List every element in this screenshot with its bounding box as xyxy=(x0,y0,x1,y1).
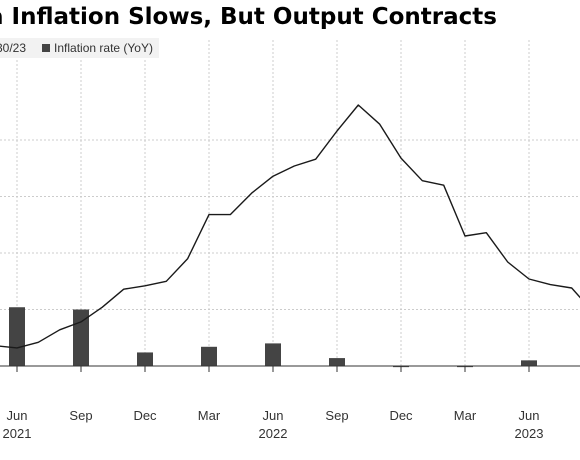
bar-series xyxy=(9,307,537,368)
x-tick-label: Dec xyxy=(389,408,413,423)
x-tick-label: Jun xyxy=(263,408,284,423)
bar xyxy=(9,307,25,366)
x-tick-label: Dec xyxy=(133,408,157,423)
legend-item-bar: Inflation rate (YoY) xyxy=(42,41,159,55)
bar xyxy=(265,343,281,366)
gridlines xyxy=(0,40,580,366)
x-tick-year: 2022 xyxy=(259,426,288,441)
x-tick-label: Jun xyxy=(7,408,28,423)
x-tick-label: Mar xyxy=(198,408,221,423)
bar xyxy=(137,352,153,366)
bar xyxy=(521,360,537,366)
legend-label: Inflation rate (YoY) xyxy=(54,41,153,55)
x-tick-label: Mar xyxy=(454,408,477,423)
x-tick-label: Sep xyxy=(325,408,348,423)
x-axis-ticks: Jun 2021 Sep Dec Mar Jun 2022 Sep Dec Mar Jun 2023 xyxy=(3,366,544,441)
x-tick-year: 2021 xyxy=(3,426,32,441)
legend-label: 30/23 xyxy=(0,41,27,55)
x-tick-label: Jun xyxy=(519,408,540,423)
legend-item-line: 30/23 xyxy=(0,41,32,55)
chart-title: a Inflation Slows, But Output Contracts xyxy=(0,4,497,30)
x-tick-year: 2023 xyxy=(515,426,544,441)
legend: 30/23 Inflation rate (YoY) xyxy=(0,38,159,58)
line-series xyxy=(0,104,580,349)
bar xyxy=(329,358,345,366)
x-tick-label: Sep xyxy=(69,408,92,423)
legend-square-icon xyxy=(42,44,51,52)
bar xyxy=(201,346,217,366)
